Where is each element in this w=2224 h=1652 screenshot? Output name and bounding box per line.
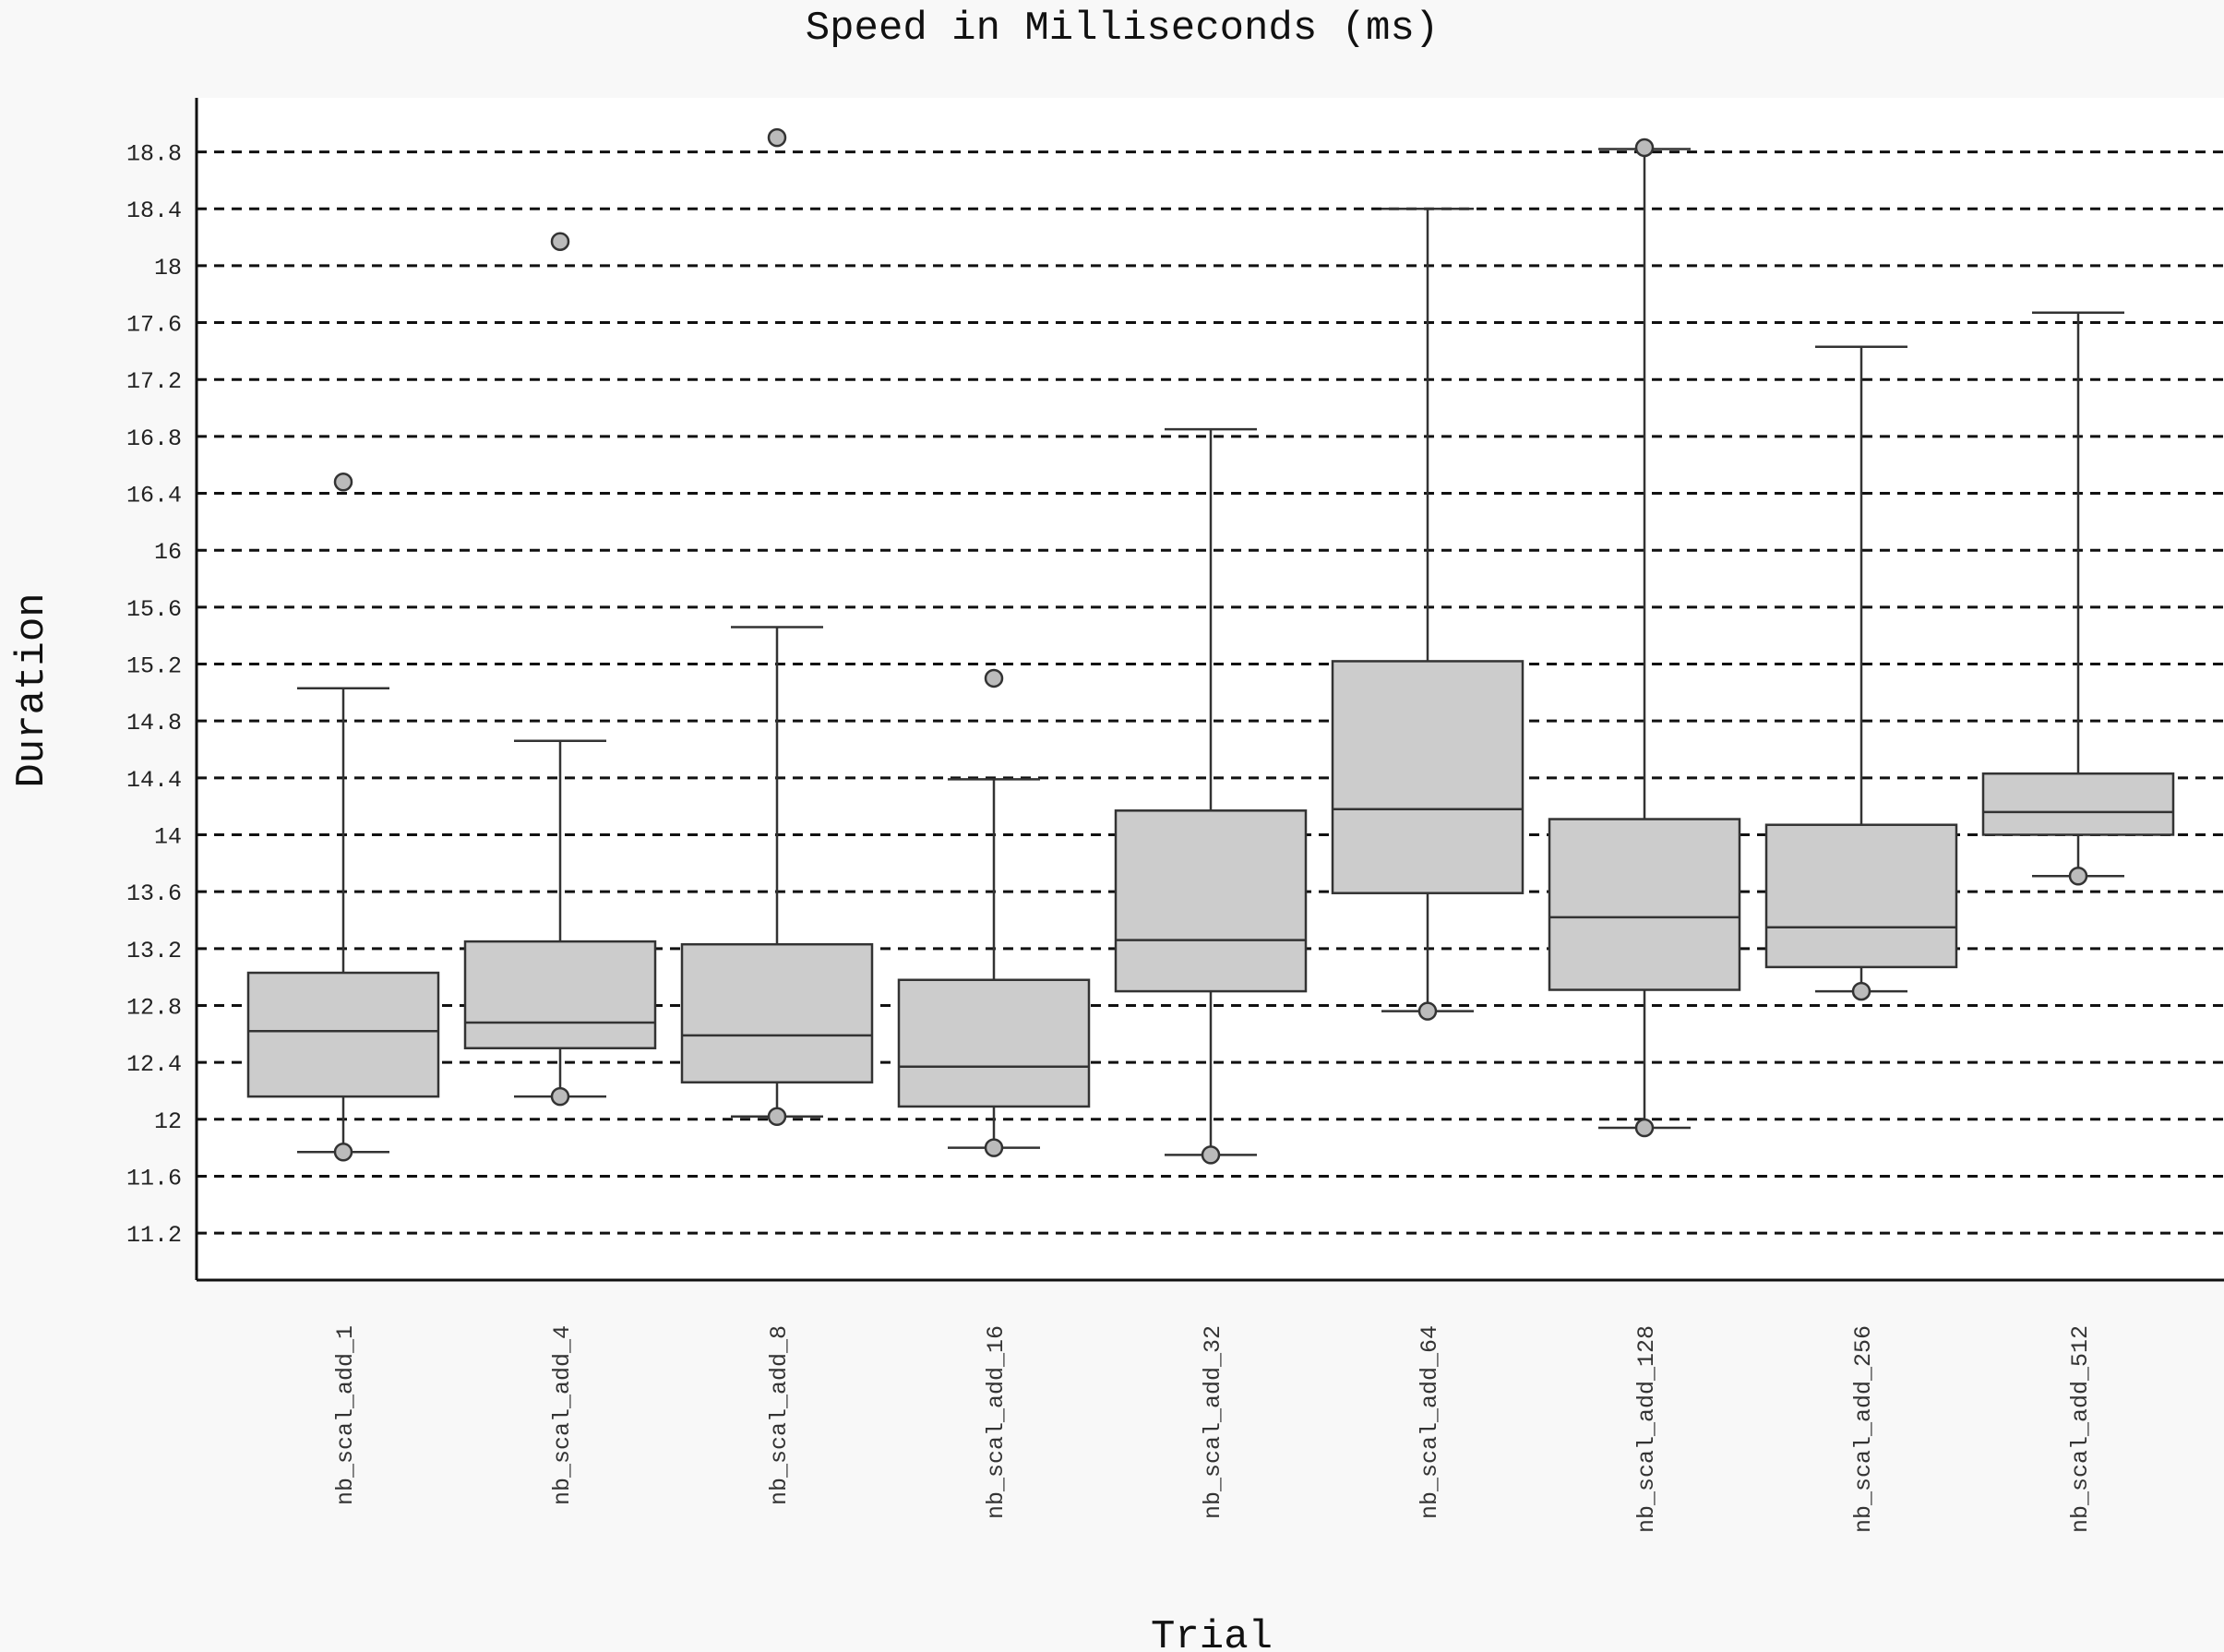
outlier-point [2068,866,2088,886]
x-tick-label: nb_scal_add_8 [766,1325,793,1505]
y-tick-label: 12 [154,1108,182,1135]
outlier-point [550,1086,570,1107]
x-tick-label: nb_scal_add_4 [549,1325,576,1505]
y-tick-label: 18.4 [126,198,182,224]
y-tick-label: 16.4 [126,483,182,509]
grid-lines [197,150,2224,1235]
y-tick-label: 15.6 [126,596,182,623]
box [1114,809,1308,993]
x-tick-labels: nb_scal_add_1 nb_scal_add_4 nb_scal_add_8 n… [332,1325,2094,1533]
y-tick-label: 13.6 [126,880,182,907]
y-tick-label: 11.6 [126,1165,182,1191]
axes [195,98,2224,1282]
outlier-point [767,127,787,148]
y-tick-label: 12.8 [126,994,182,1021]
box-group [897,668,1091,1157]
y-tick-label: 14 [154,824,182,851]
outlier-point [550,232,570,251]
box-group [1764,345,1958,1001]
y-tick-label: 17.6 [126,312,182,339]
box-group [1981,311,2175,886]
chart-title: Speed in Milliseconds (ms) [806,6,1440,52]
box [897,978,1091,1108]
y-axis-label: Duration [9,593,55,787]
y-tick-label: 18 [154,255,182,281]
y-tick-label: 15.2 [126,653,182,680]
y-tick-label: 14.8 [126,710,182,736]
box [1548,818,1741,991]
outlier-point [333,472,353,492]
y-tick-label: 14.4 [126,767,182,794]
box [463,940,657,1049]
x-tick-label: nb_scal_add_256 [1850,1325,1877,1533]
x-tick-label: nb_scal_add_32 [1200,1325,1226,1519]
box [680,942,874,1083]
box-group [1331,207,1525,1021]
y-tick-label: 18.8 [126,141,182,168]
y-tick-label: 13.2 [126,938,182,964]
y-tick-label: 16 [154,539,182,566]
box-group [680,127,874,1126]
outlier-point [767,1107,787,1126]
box [1331,660,1525,894]
box [1981,772,2175,836]
y-tick-label: 12.4 [126,1051,182,1078]
outlier-point [1634,138,1655,158]
y-tick-label: 11.2 [126,1222,182,1249]
x-tick-label: nb_scal_add_16 [983,1325,1010,1519]
outlier-point [1201,1145,1221,1165]
boxes [246,127,2175,1165]
outlier-point [333,1143,353,1162]
y-tick-label: 17.2 [126,368,182,395]
outlier-point [1851,981,1871,1001]
box-group [246,472,440,1162]
outlier-point [984,1138,1004,1157]
outlier-point [984,668,1004,688]
y-tick-label: 16.8 [126,425,182,452]
box-group [1548,138,1741,1138]
x-axis-label: Trial [1151,1614,1273,1652]
outlier-point [1634,1118,1655,1138]
box-group [463,232,657,1107]
x-tick-label: nb_scal_add_1 [332,1325,359,1505]
x-tick-label: nb_scal_add_512 [2067,1325,2094,1533]
x-tick-label: nb_scal_add_64 [1417,1325,1443,1519]
box [1764,823,1958,969]
y-tick-labels: 11.2 11.6 12 12.4 12.8 13.2 13.6 14 14.4 14.8 15.2… [126,141,182,1250]
x-tick-label: nb_scal_add_128 [1633,1325,1660,1533]
outlier-point [1417,1001,1438,1021]
box [246,971,440,1098]
box-group [1114,427,1308,1165]
